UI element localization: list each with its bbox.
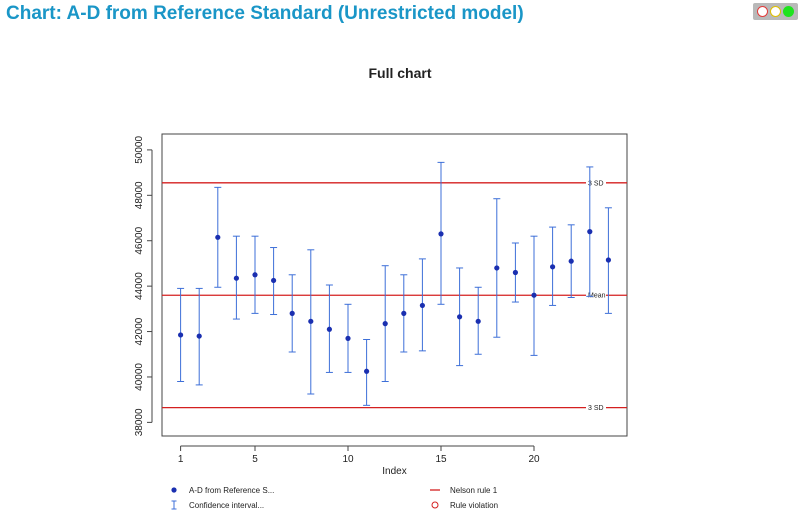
data-point-8	[308, 318, 314, 324]
data-point-10	[345, 335, 351, 341]
data-point-20	[531, 292, 537, 298]
reference-label-bg-0	[586, 178, 606, 187]
y-tick-label-6: 50000	[134, 136, 145, 164]
reference-lines: 3 SD Mean 3 SD	[162, 178, 627, 412]
data-point-22	[568, 258, 574, 264]
y-tick-label-0: 38000	[134, 408, 145, 436]
x-axis: 1 5 10 15 20	[178, 445, 540, 465]
x-tick-label-2: 10	[342, 454, 354, 465]
data-point-3	[215, 234, 221, 240]
data-point-21	[550, 264, 556, 270]
legend-item-1: Nelson rule 1	[430, 486, 498, 495]
data-point-7	[289, 310, 295, 316]
data-point-19	[512, 269, 519, 276]
page-title: Chart: A-D from Reference Standard (Unre…	[6, 3, 524, 24]
data-point-1	[178, 332, 184, 338]
data-point-18	[494, 265, 500, 271]
red-light-icon	[757, 6, 768, 17]
data-point-24	[605, 257, 612, 263]
green-light-icon	[783, 6, 794, 17]
legend-item-3: Rule violation	[431, 501, 498, 510]
x-tick-label-3: 15	[435, 454, 447, 465]
data-point-5	[252, 272, 258, 278]
x-tick-label-1: 5	[252, 454, 258, 465]
data-points	[178, 229, 612, 374]
legend-dot-icon	[171, 487, 177, 493]
data-point-15	[438, 231, 444, 237]
plot-frame	[161, 133, 628, 437]
data-point-17	[475, 318, 481, 324]
x-tick-label-4: 20	[528, 454, 540, 465]
y-axis: 38000 40000 42000 44000 46000 48000 50000	[134, 136, 153, 436]
reference-label-2: 3 SD	[588, 405, 604, 412]
y-tick-label-2: 42000	[134, 317, 145, 345]
reference-label-0: 3 SD	[588, 180, 604, 187]
legend: A-D from Reference S... Nelson rule 1 Conf…	[171, 486, 498, 510]
reference-label-bg-2	[586, 403, 606, 412]
reference-label-1: Mean	[588, 293, 606, 300]
y-tick-label-1: 40000	[134, 363, 145, 391]
legend-label-0: A-D from Reference S...	[189, 486, 274, 495]
x-axis-title: Index	[382, 466, 406, 477]
reference-label-bg-1	[586, 291, 606, 300]
data-point-23	[587, 229, 593, 235]
x-tick-label-0: 1	[178, 454, 184, 465]
y-tick-label-5: 48000	[134, 181, 145, 209]
data-point-4	[233, 275, 239, 281]
yellow-light-icon	[770, 6, 781, 17]
data-point-12	[382, 321, 388, 327]
data-point-14	[419, 302, 425, 309]
legend-label-2: Confidence interval...	[189, 501, 264, 510]
data-point-9	[326, 326, 332, 332]
data-point-16	[457, 314, 463, 320]
data-point-13	[401, 310, 407, 316]
confidence-intervals	[177, 161, 612, 406]
y-tick-label-4: 46000	[134, 226, 145, 254]
legend-label-3: Rule violation	[450, 501, 498, 510]
status-traffic-light[interactable]	[753, 3, 798, 20]
legend-label-1: Nelson rule 1	[450, 486, 498, 495]
data-point-2	[196, 333, 202, 339]
legend-item-0: A-D from Reference S...	[171, 486, 274, 495]
chart-title: Full chart	[368, 65, 432, 81]
legend-open-circle-icon	[431, 501, 439, 509]
data-point-6	[271, 277, 277, 284]
y-tick-label-3: 44000	[134, 272, 145, 300]
legend-item-2: Confidence interval...	[171, 500, 264, 510]
data-point-11	[364, 368, 370, 374]
